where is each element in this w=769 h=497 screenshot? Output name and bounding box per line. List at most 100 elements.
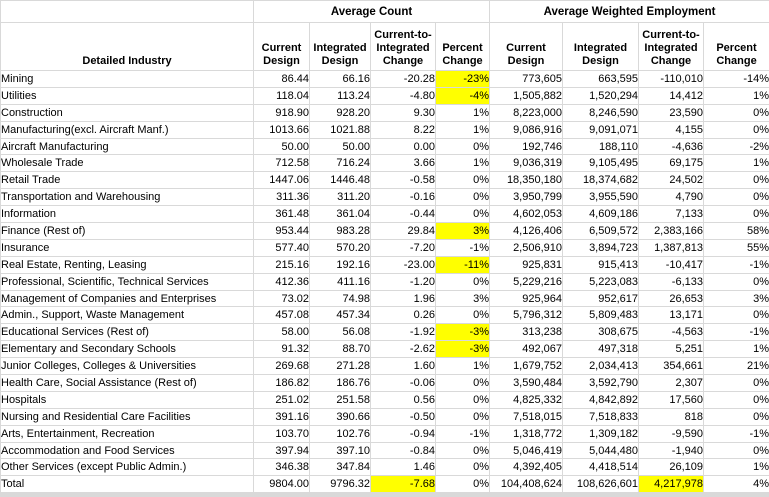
industry-cell[interactable]: Retail Trade — [0, 171, 254, 190]
industry-cell[interactable]: Information — [0, 205, 254, 224]
count-change-cell[interactable]: 0.56 — [370, 390, 436, 409]
awe-percent-change-cell[interactable]: 0% — [702, 272, 769, 291]
count-integrated-design-cell[interactable]: 56.08 — [309, 323, 371, 342]
awe-current-design-cell[interactable]: 192,746 — [489, 137, 563, 156]
awe-integrated-design-cell[interactable]: 4,609,186 — [562, 205, 639, 224]
awe-current-design-cell[interactable]: 773,605 — [489, 70, 563, 88]
count-percent-change-cell[interactable]: -3% — [435, 323, 490, 342]
awe-integrated-design-cell[interactable]: 1,309,182 — [562, 424, 639, 443]
awe-change-cell[interactable]: -110,010 — [638, 70, 704, 88]
awe-current-design-cell[interactable]: 3,950,799 — [489, 188, 563, 207]
count-percent-change-cell[interactable]: 0% — [435, 188, 490, 207]
count-integrated-design-cell[interactable]: 411.16 — [309, 272, 371, 291]
count-current-design-cell[interactable]: 118.04 — [253, 86, 310, 105]
count-integrated-design-cell[interactable]: 390.66 — [309, 407, 371, 426]
count-change-cell[interactable]: 29.84 — [370, 222, 436, 240]
awe-change-cell[interactable]: 26,653 — [638, 289, 704, 308]
count-current-design-cell[interactable]: 712.58 — [253, 154, 310, 173]
count-percent-change-cell[interactable]: 1% — [435, 103, 490, 122]
awe-percent-change-cell[interactable]: -1% — [702, 255, 769, 274]
awe-percent-change-cell[interactable]: 1% — [702, 458, 769, 477]
count-current-design-cell[interactable]: 1447.06 — [253, 171, 310, 190]
awe-change-cell[interactable]: -9,590 — [638, 424, 704, 443]
count-integrated-design-cell[interactable]: 1021.88 — [309, 120, 371, 139]
awe-integrated-design-cell[interactable]: 308,675 — [562, 323, 639, 342]
awe-change-cell[interactable]: 13,171 — [638, 306, 704, 325]
industry-cell[interactable]: Wholesale Trade — [0, 154, 254, 173]
count-integrated-design-cell[interactable]: 50.00 — [309, 137, 371, 156]
awe-current-design-cell[interactable]: 1,679,752 — [489, 357, 563, 376]
count-percent-change-cell[interactable]: 0% — [435, 306, 490, 325]
awe-current-design-cell[interactable]: 9,086,916 — [489, 120, 563, 139]
awe-current-design-cell[interactable]: 4,602,053 — [489, 205, 563, 224]
count-change-cell[interactable]: 0.00 — [370, 137, 436, 156]
awe-current-design-cell[interactable]: 104,408,624 — [489, 475, 563, 494]
count-integrated-design-cell[interactable]: 457.34 — [309, 306, 371, 325]
awe-integrated-design-cell[interactable]: 8,246,590 — [562, 103, 639, 122]
count-integrated-design-cell[interactable]: 1446.48 — [309, 171, 371, 190]
awe-current-design-cell[interactable]: 4,825,332 — [489, 390, 563, 409]
awe-current-design-cell[interactable]: 313,238 — [489, 323, 563, 342]
awe-integrated-design-cell[interactable]: 4,418,514 — [562, 458, 639, 477]
count-current-design-cell[interactable]: 457.08 — [253, 306, 310, 325]
column-header-detailed-industry[interactable]: Detailed Industry — [0, 22, 254, 71]
awe-integrated-design-cell[interactable]: 3,894,723 — [562, 238, 639, 257]
count-integrated-design-cell[interactable]: 251.58 — [309, 390, 371, 409]
industry-cell[interactable]: Total — [0, 475, 254, 494]
count-percent-change-cell[interactable]: 0% — [435, 374, 490, 392]
awe-change-cell[interactable]: 23,590 — [638, 103, 704, 122]
awe-percent-change-cell[interactable]: 55% — [702, 238, 769, 257]
awe-change-cell[interactable]: 17,560 — [638, 390, 704, 409]
count-change-cell[interactable]: -7.20 — [370, 238, 436, 257]
count-integrated-design-cell[interactable]: 347.84 — [309, 458, 371, 477]
awe-integrated-design-cell[interactable]: 1,520,294 — [562, 86, 639, 105]
count-percent-change-cell[interactable]: 3% — [435, 222, 490, 240]
count-percent-change-cell[interactable]: 0% — [435, 458, 490, 477]
count-current-design-cell[interactable]: 86.44 — [253, 70, 310, 88]
industry-cell[interactable]: Construction — [0, 103, 254, 122]
column-header-awe-percent-change[interactable]: Percent Change — [702, 22, 769, 71]
count-change-cell[interactable]: 1.96 — [370, 289, 436, 308]
count-current-design-cell[interactable]: 269.68 — [253, 357, 310, 376]
group-header-average-weighted-employment[interactable]: Average Weighted Employment — [488, 0, 769, 23]
count-integrated-design-cell[interactable]: 397.10 — [309, 441, 371, 460]
count-percent-change-cell[interactable]: -1% — [435, 238, 490, 257]
count-change-cell[interactable]: 8.22 — [370, 120, 436, 139]
industry-cell[interactable]: Nursing and Residential Care Facilities — [0, 407, 254, 426]
count-percent-change-cell[interactable]: 0% — [435, 390, 490, 409]
awe-change-cell[interactable]: 2,383,166 — [638, 222, 704, 240]
awe-change-cell[interactable]: -6,133 — [638, 272, 704, 291]
column-header-count-percent-change[interactable]: Percent Change — [435, 22, 490, 71]
column-header-awe-integrated-design[interactable]: Integrated Design — [562, 22, 639, 71]
awe-integrated-design-cell[interactable]: 3,955,590 — [562, 188, 639, 207]
count-change-cell[interactable]: 9.30 — [370, 103, 436, 122]
count-integrated-design-cell[interactable]: 928.20 — [309, 103, 371, 122]
count-percent-change-cell[interactable]: 0% — [435, 407, 490, 426]
industry-cell[interactable]: Transportation and Warehousing — [0, 188, 254, 207]
awe-integrated-design-cell[interactable]: 2,034,413 — [562, 357, 639, 376]
industry-cell[interactable]: Manufacturing(excl. Aircraft Manf.) — [0, 120, 254, 139]
count-current-design-cell[interactable]: 186.82 — [253, 374, 310, 392]
count-current-design-cell[interactable]: 361.48 — [253, 205, 310, 224]
count-integrated-design-cell[interactable]: 983.28 — [309, 222, 371, 240]
count-percent-change-cell[interactable]: 1% — [435, 154, 490, 173]
count-integrated-design-cell[interactable]: 271.28 — [309, 357, 371, 376]
industry-cell[interactable]: Management of Companies and Enterprises — [0, 289, 254, 308]
awe-percent-change-cell[interactable]: 0% — [702, 205, 769, 224]
awe-current-design-cell[interactable]: 5,796,312 — [489, 306, 563, 325]
industry-cell[interactable]: Hospitals — [0, 390, 254, 409]
awe-percent-change-cell[interactable]: -14% — [702, 70, 769, 88]
count-change-cell[interactable]: -0.50 — [370, 407, 436, 426]
awe-percent-change-cell[interactable]: -1% — [702, 323, 769, 342]
count-integrated-design-cell[interactable]: 113.24 — [309, 86, 371, 105]
group-header-average-count[interactable]: Average Count — [253, 0, 490, 23]
count-change-cell[interactable]: -0.58 — [370, 171, 436, 190]
awe-change-cell[interactable]: 354,661 — [638, 357, 704, 376]
awe-integrated-design-cell[interactable]: 915,413 — [562, 255, 639, 274]
awe-change-cell[interactable]: 4,790 — [638, 188, 704, 207]
count-change-cell[interactable]: -1.20 — [370, 272, 436, 291]
awe-change-cell[interactable]: 7,133 — [638, 205, 704, 224]
industry-cell[interactable]: Elementary and Secondary Schools — [0, 340, 254, 359]
awe-current-design-cell[interactable]: 492,067 — [489, 340, 563, 359]
count-current-design-cell[interactable]: 9804.00 — [253, 475, 310, 494]
